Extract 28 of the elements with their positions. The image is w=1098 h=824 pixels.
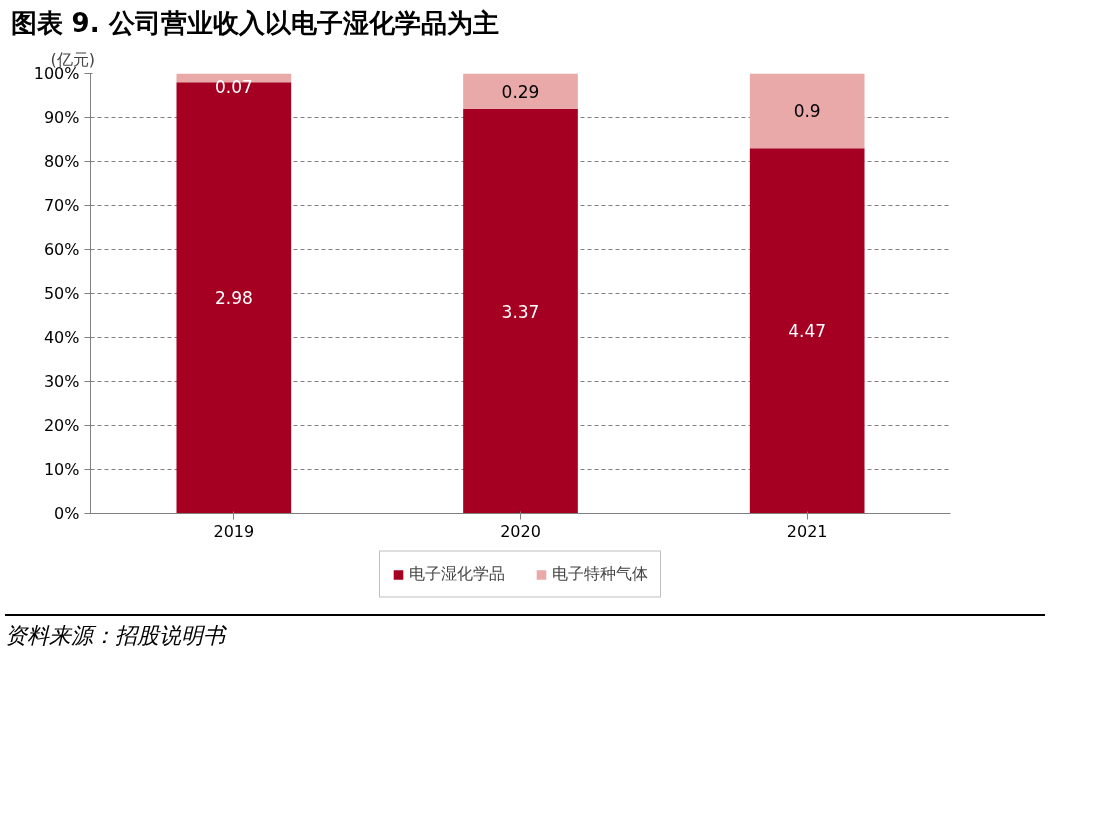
bar	[176, 82, 292, 514]
x-tick-label: 2020	[500, 521, 541, 541]
y-tick-label: 70%	[43, 196, 80, 215]
annotation: 0.07	[214, 76, 253, 97]
y-tick-label: 10%	[43, 460, 80, 479]
bar	[749, 148, 865, 514]
text: 资料来源：招股说明书	[5, 622, 225, 650]
y-tick-label: 30%	[43, 372, 80, 391]
annotation: 0.29	[501, 81, 540, 102]
annotation: 0.9	[793, 101, 821, 122]
y-tick-label: 90%	[43, 108, 80, 127]
y-tick-label: 40%	[43, 328, 80, 347]
y-tick-label: 0%	[54, 504, 80, 523]
x-tick-label: 2019	[213, 521, 255, 541]
legend-label: 电子湿化学品	[409, 563, 505, 585]
legend-label: 电子特种气体	[552, 563, 648, 585]
annotation: 4.47	[788, 321, 827, 342]
annotation: 2.98	[214, 288, 253, 309]
bar	[749, 73, 865, 149]
y-tick-label: 20%	[43, 416, 80, 435]
bar	[463, 73, 578, 109]
y-tick-label: 60%	[43, 240, 80, 259]
y-tick-label: 80%	[43, 152, 80, 171]
annotation: 3.37	[501, 301, 540, 322]
y-tick-label: 50%	[43, 284, 80, 303]
x-tick-label: 2021	[786, 521, 828, 541]
bar	[463, 108, 578, 514]
chart-title: 图表 9. 公司营业收入以电子湿化学品为主	[10, 7, 499, 38]
